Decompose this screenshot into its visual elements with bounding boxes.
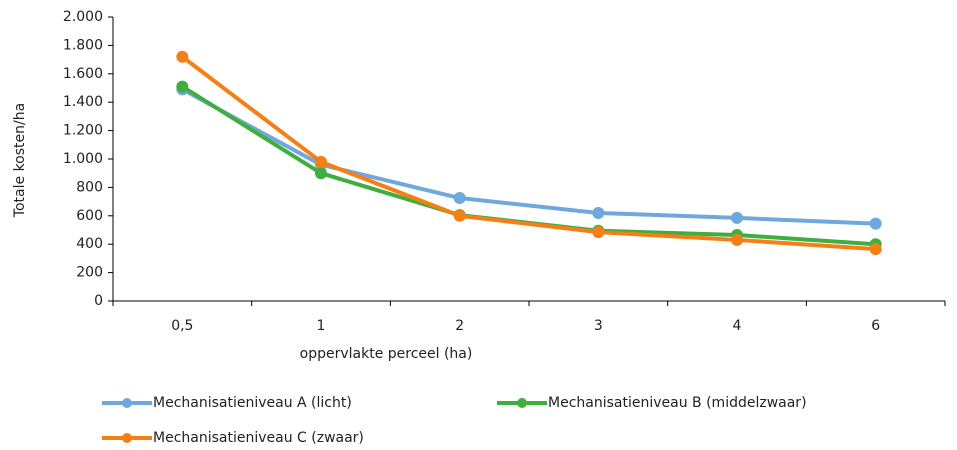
- series-line: [181, 55, 876, 252]
- y-tick-label: 2.000: [63, 9, 103, 25]
- y-tick-label: 1.200: [63, 123, 103, 139]
- y-tick-label: 200: [76, 265, 103, 281]
- legend-marker: [122, 398, 132, 408]
- legend-marker: [517, 398, 527, 408]
- data-point: [592, 226, 605, 239]
- x-tick-label: 4: [733, 318, 742, 334]
- data-point: [315, 155, 327, 168]
- data-point: [869, 217, 882, 230]
- y-tick-label: 1.000: [63, 151, 103, 167]
- y-tick-label: 600: [76, 208, 103, 224]
- legend-marker: [122, 433, 132, 443]
- data-point: [731, 233, 743, 246]
- data-point: [592, 206, 605, 219]
- y-tick-label: 1.400: [63, 94, 103, 110]
- y-axis-title: Totale kosten/ha: [12, 103, 28, 218]
- legend-label: Mechanisatieniveau B (middelzwaar): [548, 395, 807, 411]
- data-point: [453, 192, 466, 205]
- x-tick-label: 0,5: [171, 318, 193, 334]
- legend-label: Mechanisatieniveau C (zwaar): [153, 430, 364, 446]
- x-tick-label: 3: [594, 318, 603, 334]
- data-point: [869, 243, 882, 256]
- y-tick-label: 1.600: [63, 66, 103, 82]
- series-line: [181, 87, 876, 226]
- x-tick-label: 6: [871, 318, 880, 334]
- x-axis-title: oppervlakte perceel (ha): [300, 346, 473, 362]
- data-point: [176, 80, 189, 93]
- y-tick-label: 0: [94, 293, 103, 309]
- x-tick-label: 1: [317, 318, 326, 334]
- x-tick-label: 2: [455, 318, 464, 334]
- y-tick-label: 1.800: [63, 37, 103, 53]
- legend-label: Mechanisatieniveau A (licht): [153, 395, 352, 411]
- data-point: [453, 209, 466, 222]
- y-tick-label: 800: [76, 179, 103, 195]
- data-point: [176, 50, 189, 63]
- data-point: [731, 211, 743, 224]
- data-point: [315, 167, 327, 180]
- y-tick-label: 400: [76, 236, 103, 252]
